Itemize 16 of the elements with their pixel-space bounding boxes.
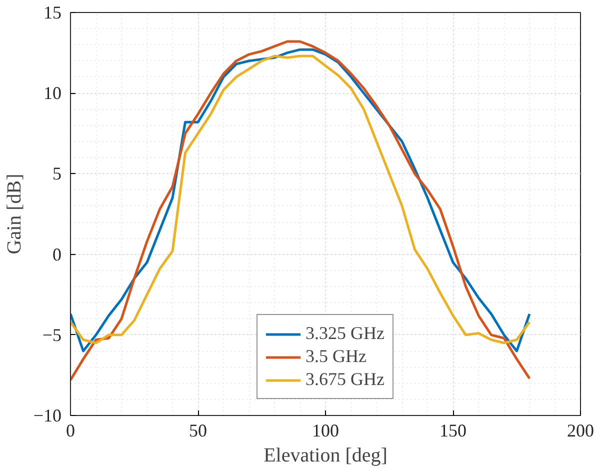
x-tick-label: 0: [66, 420, 75, 440]
x-tick-label: 200: [567, 420, 594, 440]
legend-label: 3.325 GHz: [306, 323, 384, 344]
x-tick-label: 150: [440, 420, 466, 440]
y-tick-label: 5: [52, 164, 62, 184]
y-tick-label: −10: [33, 406, 62, 426]
y-axis-title: Gain [dB]: [3, 174, 26, 254]
y-tick-label: 10: [44, 83, 62, 104]
legend-label: 3.5 GHz: [306, 346, 366, 367]
x-axis-title: Elevation [deg]: [264, 444, 388, 466]
legend-label: 3.675 GHz: [306, 369, 384, 390]
y-tick-label: 0: [52, 244, 62, 264]
y-tick-label: −5: [42, 324, 62, 345]
x-tick-label: 100: [312, 420, 339, 440]
x-tick-label: 50: [189, 420, 207, 440]
y-tick-label: 15: [44, 2, 62, 22]
